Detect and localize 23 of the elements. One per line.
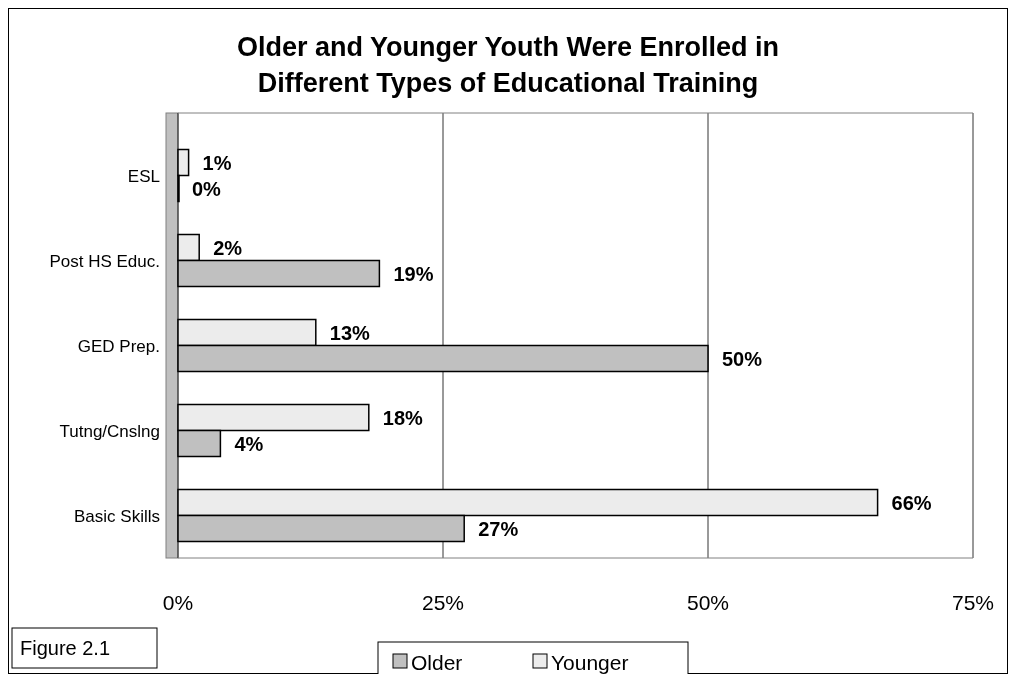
data-label: 18% bbox=[382, 406, 424, 429]
caption: Figure 2.1 bbox=[20, 637, 111, 659]
y-tick-label: Basic Skills bbox=[74, 506, 160, 526]
x-tick-label: 50% bbox=[686, 591, 730, 614]
y-tick-label: Post HS Educ. bbox=[49, 251, 160, 271]
x-tick-label: 25% bbox=[421, 591, 465, 614]
y-tick-label: GED Prep. bbox=[77, 336, 160, 356]
data-label: 13% bbox=[329, 321, 371, 344]
data-label: 2% bbox=[213, 236, 243, 259]
data-label: 66% bbox=[891, 491, 932, 514]
data-label: 19% bbox=[393, 262, 434, 285]
x-tick-label: 75% bbox=[951, 591, 995, 614]
y-tick-label: ESL bbox=[127, 166, 160, 186]
legend-label: Older bbox=[411, 651, 463, 674]
x-tick-label: 0% bbox=[162, 591, 194, 614]
data-label: 4% bbox=[234, 432, 264, 455]
data-label: 27% bbox=[478, 517, 519, 540]
chart-title: Older and Younger Youth Were Enrolled in Different Types of Educational Training bbox=[236, 32, 780, 98]
data-label: 1% bbox=[202, 151, 232, 174]
data-label: 0% bbox=[192, 177, 222, 200]
y-tick-label: Tutng/Cnslng bbox=[59, 421, 160, 441]
legend-label: Younger bbox=[551, 651, 629, 674]
data-label: 50% bbox=[722, 347, 763, 370]
